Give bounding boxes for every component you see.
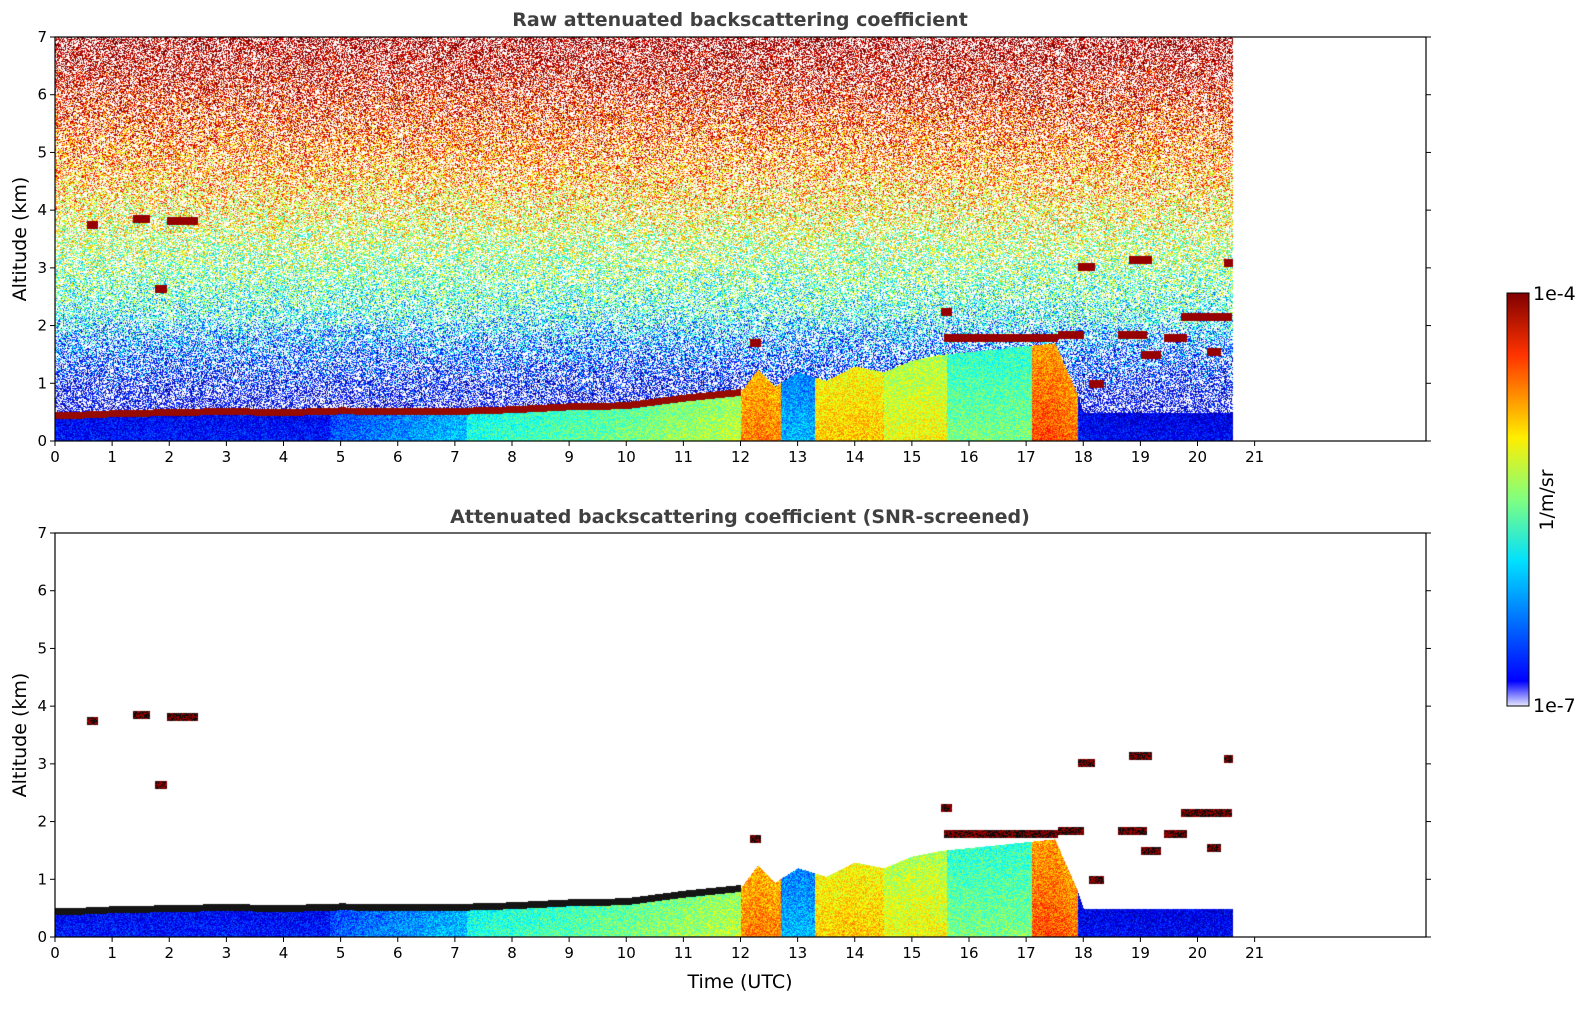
y-tick-label: 0	[37, 432, 47, 450]
y-tick-label: 4	[37, 697, 47, 715]
x-tick-label: 16	[959, 448, 978, 466]
x-tick-label: 1	[107, 448, 117, 466]
x-tick-label: 10	[617, 944, 636, 962]
x-tick-label: 12	[731, 944, 750, 962]
x-tick-label: 19	[1131, 944, 1150, 962]
colorbar-max-label: 1e-4	[1533, 283, 1576, 305]
x-tick-label: 5	[336, 448, 346, 466]
y-tick-label: 2	[37, 317, 47, 335]
screened-heatmap	[55, 533, 1426, 937]
raw-panel-title: Raw attenuated backscattering coefficien…	[512, 9, 968, 31]
x-tick-label: 18	[1074, 944, 1093, 962]
raw-y-axis-label: Altitude (km)	[9, 177, 31, 302]
x-tick-label: 14	[845, 944, 864, 962]
x-tick-label: 13	[788, 448, 807, 466]
x-tick-label: 12	[731, 448, 750, 466]
x-tick-label: 7	[450, 448, 460, 466]
x-tick-label: 1	[107, 944, 117, 962]
x-tick-label: 7	[450, 944, 460, 962]
y-tick-label: 5	[37, 143, 47, 161]
x-tick-label: 4	[279, 944, 289, 962]
colorbar-gradient	[1506, 292, 1530, 707]
x-tick-label: 0	[50, 448, 60, 466]
colorbar-unit-label: 1/m/sr	[1536, 469, 1558, 530]
x-tick-label: 17	[1017, 448, 1036, 466]
y-tick-label: 6	[37, 86, 47, 104]
x-tick-label: 13	[788, 944, 807, 962]
screened-axis-ticks: 0 1 2 3 4 5 6 7 8 9 10 11 12 13 14 15 16 17 18 19 20 21012345…	[37, 524, 1431, 962]
x-tick-label: 10	[617, 448, 636, 466]
colorbar: 1e-4 1e-7 1/m/sr	[1506, 283, 1576, 717]
y-tick-label: 5	[37, 639, 47, 657]
raw-heatmap-canvas	[55, 37, 1426, 441]
raw-heatmap	[55, 37, 1426, 441]
x-tick-label: 18	[1074, 448, 1093, 466]
raw-backscatter-panel: Raw attenuated backscattering coefficien…	[9, 9, 1431, 466]
x-tick-label: 21	[1245, 448, 1264, 466]
x-tick-label: 11	[674, 448, 693, 466]
raw-axis-ticks: 0 1 2 3 4 5 6 7 8 9 10 11 12 13 14 15 16 17 18 19 20 21012345…	[37, 28, 1431, 466]
x-tick-label: 9	[564, 448, 574, 466]
x-axis-label: Time (UTC)	[686, 971, 792, 993]
x-tick-label: 5	[336, 944, 346, 962]
x-tick-label: 20	[1188, 448, 1207, 466]
x-tick-label: 14	[845, 448, 864, 466]
x-tick-label: 2	[164, 448, 174, 466]
screened-backscatter-panel: Attenuated backscattering coefficient (S…	[9, 506, 1431, 993]
x-tick-label: 17	[1017, 944, 1036, 962]
y-tick-label: 3	[37, 259, 47, 277]
screened-y-axis-label: Altitude (km)	[9, 673, 31, 798]
x-tick-label: 19	[1131, 448, 1150, 466]
x-tick-label: 3	[222, 448, 232, 466]
x-tick-label: 8	[507, 448, 517, 466]
x-tick-label: 21	[1245, 944, 1264, 962]
colorbar-min-label: 1e-7	[1533, 695, 1576, 717]
x-tick-label: 11	[674, 944, 693, 962]
x-tick-label: 4	[279, 448, 289, 466]
x-tick-label: 6	[393, 944, 403, 962]
x-tick-label: 16	[959, 944, 978, 962]
x-tick-label: 20	[1188, 944, 1207, 962]
x-tick-label: 15	[902, 448, 921, 466]
y-tick-label: 7	[37, 28, 47, 46]
y-tick-label: 7	[37, 524, 47, 542]
y-tick-label: 1	[37, 870, 47, 888]
x-tick-label: 0	[50, 944, 60, 962]
x-tick-label: 15	[902, 944, 921, 962]
screened-panel-title: Attenuated backscattering coefficient (S…	[450, 506, 1030, 528]
y-tick-label: 2	[37, 813, 47, 831]
y-tick-label: 3	[37, 755, 47, 773]
y-tick-label: 0	[37, 928, 47, 946]
y-tick-label: 6	[37, 582, 47, 600]
x-tick-label: 9	[564, 944, 574, 962]
y-tick-label: 1	[37, 374, 47, 392]
x-tick-label: 8	[507, 944, 517, 962]
y-tick-label: 4	[37, 201, 47, 219]
x-tick-label: 3	[222, 944, 232, 962]
x-tick-label: 2	[164, 944, 174, 962]
screened-heatmap-canvas	[55, 533, 1426, 937]
x-tick-label: 6	[393, 448, 403, 466]
